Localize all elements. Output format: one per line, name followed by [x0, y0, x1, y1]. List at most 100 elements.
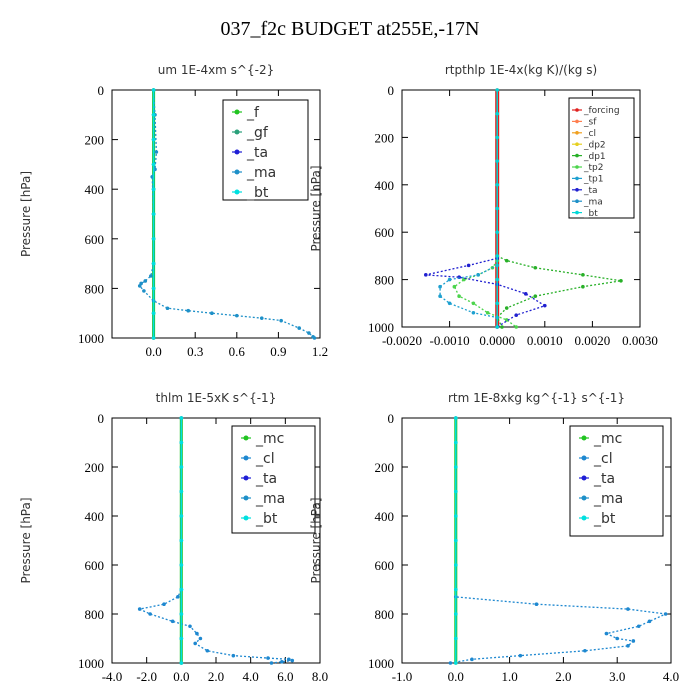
series-point-tp1	[447, 277, 452, 282]
series-point-cl	[176, 595, 180, 599]
series-point-bt	[151, 187, 156, 191]
series-point-tp2	[485, 310, 490, 315]
series-point-cl	[615, 636, 619, 641]
series-point-ma	[149, 274, 153, 278]
series-point-cl	[470, 657, 474, 662]
series-point-ma	[259, 316, 264, 320]
legend-label: _ma	[255, 491, 285, 507]
y-tick-label: 400	[375, 178, 395, 193]
series-point-cl	[626, 607, 630, 611]
series-point-ma	[137, 284, 142, 288]
series-point-bt	[454, 661, 458, 665]
x-tick-label: 0.0030	[622, 333, 658, 348]
legend-marker	[243, 515, 249, 521]
y-tick-label: 600	[375, 225, 395, 240]
chart-panel-1: um 1E-4xm s^{-2} Pressure [hPa] 0 200 400 600…	[19, 63, 328, 359]
series-point-dp1	[504, 306, 509, 310]
series-point-ma	[165, 306, 170, 311]
series-point-bt	[151, 237, 156, 241]
series-point-dp1	[533, 265, 538, 270]
y-tick-label: 800	[85, 607, 105, 622]
x-tick-label: 8.0	[312, 669, 328, 684]
legend-label: _sf	[583, 118, 597, 128]
x-tick-label: 2.0	[555, 669, 571, 684]
series-point-ma	[312, 336, 317, 340]
series-point-bt	[454, 465, 458, 469]
series-point-cl	[604, 631, 609, 636]
legend-marker	[575, 210, 579, 215]
plot-frame	[401, 89, 641, 328]
series-point-bt	[454, 489, 458, 494]
legend-label: _cl	[583, 129, 596, 139]
legend-label: _f	[246, 105, 260, 121]
y-tick-label: 0	[388, 411, 395, 426]
series-point-cl	[287, 657, 291, 662]
series-line-tp2	[453, 260, 517, 328]
x-tick-label: 0.0	[173, 669, 189, 684]
legend-label: _cl	[593, 451, 613, 467]
legend-label: _bt	[255, 511, 278, 527]
x-tick-label: 0.6	[229, 344, 246, 359]
series-point-dp1	[533, 294, 538, 298]
series-point-bt	[151, 311, 156, 316]
x-tick-label: 1.2	[312, 344, 328, 359]
y-axis-label: Pressure [hPa]	[19, 497, 33, 583]
plot-frame	[401, 417, 672, 664]
legend-marker	[581, 515, 587, 521]
series-point-bt	[495, 301, 500, 306]
series-point-bt	[151, 286, 156, 291]
y-tick-label: 200	[85, 133, 105, 148]
legend-marker	[243, 495, 249, 501]
x-tick-label: 3.0	[609, 669, 625, 684]
x-tick-label: -1.0	[392, 669, 413, 684]
series-point-cl	[205, 648, 210, 653]
series-point-cl	[269, 661, 274, 665]
series-point-bt	[495, 183, 500, 187]
y-tick-label: 800	[375, 607, 395, 622]
x-tick-label: 0.0	[145, 344, 161, 359]
series-point-bt	[495, 254, 500, 258]
legend-marker	[575, 119, 579, 124]
x-tick-label: 1.0	[501, 669, 517, 684]
legend-label: _mc	[593, 431, 622, 447]
series-point-bt	[151, 137, 156, 142]
x-tick-label: -4.0	[102, 669, 123, 684]
legend-marker	[234, 109, 240, 115]
y-tick-label: 400	[85, 182, 105, 197]
series-point-ma	[210, 311, 214, 316]
chart-panel-2: rtpthlp 1E-4x(kg K)/(kg s) Pressure [hPa]…	[309, 63, 658, 348]
series-point-cl	[518, 653, 523, 658]
series-point-bt	[495, 159, 500, 163]
series-point-dp1	[581, 273, 585, 277]
x-tick-label: 0.0010	[527, 333, 563, 348]
y-tick-label: 1000	[78, 331, 104, 346]
series-point-bt	[179, 440, 184, 445]
series-point-dp1	[581, 284, 585, 289]
y-tick-label: 200	[375, 460, 395, 475]
legend-label: _tp2	[583, 163, 603, 173]
legend-marker	[575, 153, 579, 158]
series-point-cl	[631, 639, 636, 643]
series-point-cl	[280, 659, 284, 664]
series-point-bt	[179, 489, 184, 494]
series-point-bt	[454, 416, 458, 420]
legend-label: _gf	[246, 125, 269, 141]
series-point-cl	[170, 619, 175, 624]
series-point-cl	[626, 644, 630, 648]
x-tick-label: 4.0	[243, 669, 259, 684]
legend-label: _bt	[583, 209, 598, 219]
series-point-tp2	[514, 325, 519, 329]
series-point-bt	[495, 135, 500, 140]
legend-marker	[581, 455, 587, 461]
series-point-cl	[534, 602, 539, 606]
legend-label: _ta	[593, 471, 615, 487]
legend-label: _ta	[255, 471, 277, 487]
series-point-bt	[495, 277, 500, 282]
series-point-ta	[424, 273, 428, 277]
series-point-tp2	[471, 301, 476, 306]
y-tick-label: 800	[85, 281, 105, 296]
series-point-cl	[148, 612, 152, 616]
x-tick-label: -0.0010	[430, 333, 470, 348]
series-point-ta	[514, 313, 519, 317]
chart-panel-4: rtm 1E-8xkg kg^{-1} s^{-1} Pressure [hPa]…	[309, 391, 679, 684]
